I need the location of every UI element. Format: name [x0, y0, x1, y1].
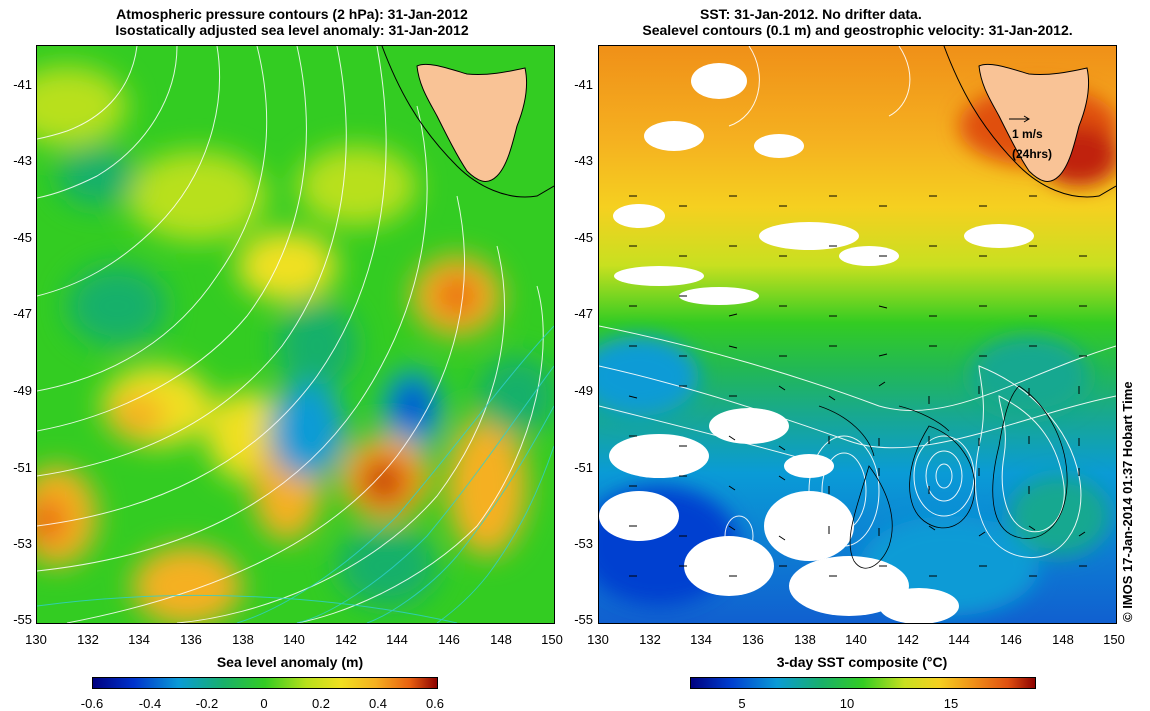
left-xtick-140: 140 — [283, 632, 305, 647]
sst-colorbar — [690, 677, 1036, 689]
left-xtick-132: 132 — [77, 632, 99, 647]
right-ytick-43: -43 — [574, 153, 593, 168]
left-ytick-43: -43 — [13, 153, 32, 168]
left-ytick-51: -51 — [13, 460, 32, 475]
left-xtick-146: 146 — [438, 632, 460, 647]
right-xtick-134: 134 — [690, 632, 712, 647]
velocity-scale-arrow — [1009, 115, 1030, 123]
left-xtick-144: 144 — [386, 632, 408, 647]
sla-colorbar — [92, 677, 438, 689]
right-ytick-53: -53 — [574, 536, 593, 551]
sla-cbtick-m06: -0.6 — [80, 696, 104, 711]
left-colorbar-label: Sea level anomaly (m) — [216, 654, 364, 670]
left-ytick-49: -49 — [13, 383, 32, 398]
sst-cbtick-5: 5 — [738, 696, 746, 711]
left-xtick-130: 130 — [25, 632, 47, 647]
right-xtick-138: 138 — [794, 632, 816, 647]
left-xtick-134: 134 — [128, 632, 150, 647]
imos-credit: © IMOS 17-Jan-2014 01:37 Hobart Time — [1120, 381, 1135, 622]
sla-cbtick-06: 0.6 — [425, 696, 445, 711]
right-xtick-140: 140 — [845, 632, 867, 647]
sea-level-anomaly-map — [36, 45, 555, 624]
right-ytick-51: -51 — [574, 460, 593, 475]
right-title-line2: Sealevel contours (0.1 m) and geostrophi… — [642, 22, 1073, 38]
sst-cbtick-15: 15 — [943, 696, 959, 711]
sst-map — [598, 45, 1117, 624]
left-ytick-45: -45 — [13, 230, 32, 245]
left-ytick-53: -53 — [13, 536, 32, 551]
right-ytick-45: -45 — [574, 230, 593, 245]
left-title-line2: Isostatically adjusted sea level anomaly… — [115, 22, 469, 38]
left-title-line1: Atmospheric pressure contours (2 hPa): 3… — [116, 6, 468, 22]
sst-cbtick-10: 10 — [839, 696, 855, 711]
right-xtick-136: 136 — [742, 632, 764, 647]
left-xtick-150: 150 — [541, 632, 563, 647]
sla-cbtick-04: 0.4 — [368, 696, 388, 711]
right-ytick-41: -41 — [574, 77, 593, 92]
right-ytick-47: -47 — [574, 306, 593, 321]
right-xtick-132: 132 — [639, 632, 661, 647]
right-xtick-142: 142 — [897, 632, 919, 647]
right-xtick-148: 148 — [1052, 632, 1074, 647]
sla-cbtick-0: 0 — [260, 696, 268, 711]
tasmania-land — [416, 63, 528, 182]
right-xtick-144: 144 — [948, 632, 970, 647]
tasmania-land-sst — [978, 63, 1090, 182]
left-ytick-55: -55 — [13, 612, 32, 627]
left-xtick-142: 142 — [335, 632, 357, 647]
right-xtick-146: 146 — [1000, 632, 1022, 647]
right-ytick-55: -55 — [574, 612, 593, 627]
left-ytick-41: -41 — [13, 77, 32, 92]
sla-cbtick-m04: -0.4 — [138, 696, 162, 711]
left-xtick-138: 138 — [232, 632, 254, 647]
right-colorbar-label: 3-day SST composite (°C) — [776, 654, 948, 670]
right-xtick-150: 150 — [1103, 632, 1125, 647]
left-xtick-148: 148 — [490, 632, 512, 647]
velocity-scale-label-2: (24hrs) — [1012, 147, 1053, 161]
right-title-line1: SST: 31-Jan-2012. No drifter data. — [700, 6, 922, 22]
right-ytick-49: -49 — [574, 383, 593, 398]
left-ytick-47: -47 — [13, 306, 32, 321]
right-xtick-130: 130 — [587, 632, 609, 647]
velocity-scale-label-1: 1 m/s — [1012, 127, 1043, 141]
left-xtick-136: 136 — [180, 632, 202, 647]
sla-cbtick-m02: -0.2 — [195, 696, 219, 711]
sla-cbtick-02: 0.2 — [311, 696, 331, 711]
